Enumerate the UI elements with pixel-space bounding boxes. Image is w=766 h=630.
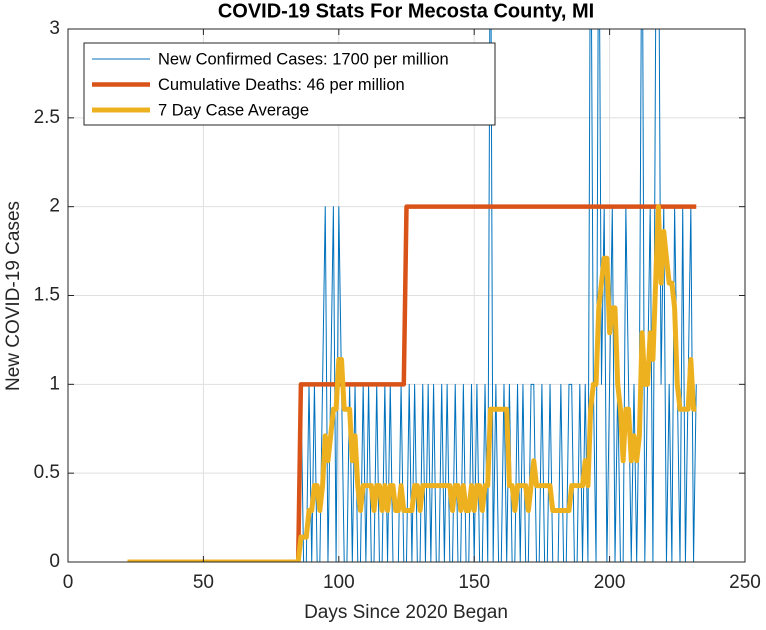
legend-label: Cumulative Deaths: 46 per million [158,76,405,94]
legend: New Confirmed Cases: 1700 per million Cum… [83,42,496,126]
x-tick-label: 200 [594,572,626,593]
series-line [127,204,697,562]
y-tick-label: 0 [49,551,60,572]
y-tick-label: 2.5 [34,107,60,128]
y-tick-label: 0.5 [34,462,60,483]
x-tick-label: 50 [193,572,214,593]
legend-label: 7 Day Case Average [158,101,309,119]
x-tick-label: 100 [323,572,355,593]
y-tick-label: 3 [49,18,60,39]
x-tick-label: 150 [458,572,490,593]
series-line [127,204,697,562]
y-tick-label: 1 [49,373,60,394]
chart-title: COVID-19 Stats For Mecosta County, MI [218,0,594,22]
x-tick-label: 250 [729,572,761,593]
legend-box [83,42,496,126]
y-tick-label: 1.5 [34,285,60,306]
y-axis-label: New COVID-19 Cases [3,201,24,391]
series-line [127,29,697,562]
y-tick-label: 2 [49,196,60,217]
ticks: 0 50 100 150 200 250 0 0.5 1 1.5 2 2.5 3 [34,18,761,593]
x-axis-label: Days Since 2020 Began [304,602,508,623]
x-tick-label: 0 [63,572,74,593]
legend-label: New Confirmed Cases: 1700 per million [158,50,449,68]
plot-lines [127,29,697,562]
